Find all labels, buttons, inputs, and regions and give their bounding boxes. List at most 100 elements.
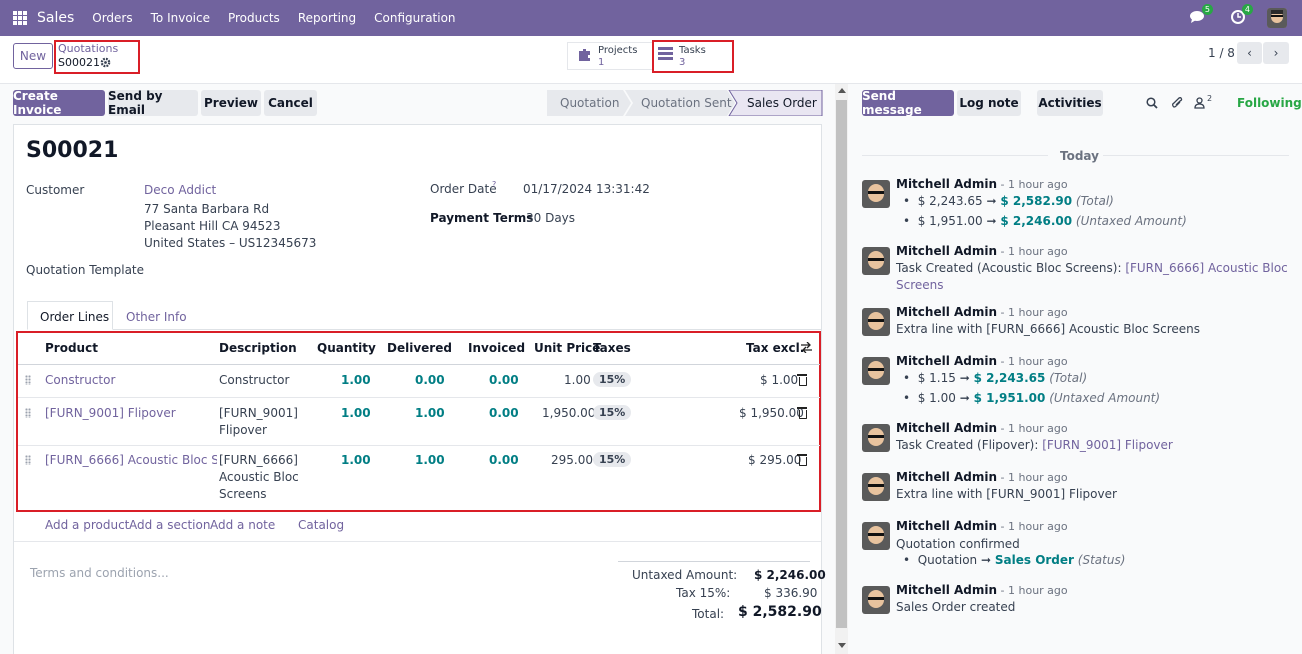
drag-handle-icon[interactable] — [25, 375, 31, 385]
row-description[interactable]: Constructor — [219, 373, 290, 387]
menu-configuration[interactable]: Configuration — [374, 11, 456, 25]
col-tax-excl[interactable]: Tax excl. — [746, 341, 805, 355]
row-quantity[interactable]: 1.00 — [341, 406, 371, 420]
drag-handle-icon[interactable] — [25, 455, 31, 465]
status-step-sent[interactable] — [625, 90, 735, 116]
avatar[interactable] — [862, 247, 890, 275]
task-link-continued[interactable]: Screens — [896, 278, 944, 292]
menu-reporting[interactable]: Reporting — [297, 11, 357, 25]
row-unit-price[interactable]: 1.00 — [564, 373, 591, 387]
customer-label: Customer — [26, 183, 85, 197]
user-avatar[interactable] — [1267, 8, 1287, 28]
row-unit-price[interactable]: 1,950.00 — [542, 406, 596, 420]
followers-icon[interactable] — [1194, 97, 1205, 109]
avatar[interactable] — [862, 180, 890, 208]
col-invoiced[interactable]: Invoiced — [468, 341, 526, 355]
message-author[interactable]: Mitchell Admin - 1 hour ago — [896, 177, 1068, 191]
message-author[interactable]: Mitchell Admin - 1 hour ago — [896, 244, 1068, 258]
row-tax-badge[interactable]: 15% — [593, 372, 632, 387]
row-product[interactable]: [FURN_9001] Flipover — [45, 406, 176, 420]
search-icon[interactable] — [1146, 97, 1158, 109]
task-link[interactable]: [FURN_6666] Acoustic Bloc — [1125, 261, 1288, 275]
delete-row-icon[interactable] — [797, 407, 807, 419]
col-product[interactable]: Product — [45, 341, 98, 355]
pager-value[interactable]: 1 / 8 — [1208, 46, 1235, 60]
optional-columns-icon[interactable] — [801, 342, 812, 353]
log-note-button[interactable]: Log note — [957, 90, 1021, 116]
tab-order-lines[interactable] — [27, 301, 113, 330]
message-author[interactable]: Mitchell Admin - 1 hour ago — [896, 470, 1068, 484]
breadcrumb-quotations[interactable]: Quotations — [58, 42, 119, 55]
gear-icon[interactable] — [100, 57, 111, 68]
customer-link[interactable]: Deco Addict — [144, 183, 217, 197]
message-author[interactable]: Mitchell Admin - 1 hour ago — [896, 305, 1068, 319]
row-quantity[interactable]: 1.00 — [341, 373, 371, 387]
add-product-link[interactable]: Add a product — [45, 518, 130, 532]
delete-row-icon[interactable] — [797, 374, 807, 386]
catalog-link[interactable]: Catalog — [298, 518, 345, 532]
create-invoice-button[interactable]: Create Invoice — [13, 89, 105, 117]
tasks-smart-button[interactable] — [654, 42, 732, 70]
col-quantity[interactable]: Quantity — [317, 341, 376, 355]
avatar[interactable] — [862, 522, 890, 550]
paperclip-icon[interactable] — [1171, 96, 1183, 109]
new-button[interactable]: New — [13, 43, 53, 69]
avatar[interactable] — [862, 308, 890, 336]
task-link[interactable]: [FURN_9001] Flipover — [1042, 438, 1173, 452]
pager-previous-button[interactable]: ‹ — [1237, 42, 1262, 64]
payment-terms-value[interactable]: 30 Days — [526, 211, 576, 225]
preview-button[interactable]: Preview — [201, 90, 261, 116]
message-author[interactable]: Mitchell Admin - 1 hour ago — [896, 519, 1068, 533]
avatar[interactable] — [862, 424, 890, 452]
col-description[interactable]: Description — [219, 341, 297, 355]
scroll-down-icon[interactable] — [838, 643, 846, 648]
menu-to-invoice[interactable]: To Invoice — [150, 11, 210, 25]
activities-button[interactable]: 4 — [1231, 3, 1253, 27]
add-section-link[interactable]: Add a section — [129, 518, 211, 532]
messages-button[interactable]: 5 — [1189, 3, 1213, 27]
following-button[interactable]: Following — [1237, 96, 1302, 110]
row-product[interactable]: Constructor — [45, 373, 116, 387]
send-message-button[interactable]: Send message — [862, 89, 954, 117]
status-step-quotation[interactable] — [547, 90, 631, 116]
message-author[interactable]: Mitchell Admin - 1 hour ago — [896, 421, 1068, 435]
row-product[interactable]: [FURN_6666] Acoustic Bloc Screen — [45, 453, 217, 467]
message-author[interactable]: Mitchell Admin - 1 hour ago — [896, 583, 1068, 597]
terms-conditions-field[interactable]: Terms and conditions... — [30, 566, 169, 580]
col-delivered[interactable]: Delivered — [387, 341, 452, 355]
col-taxes[interactable]: Taxes — [593, 341, 631, 355]
avatar[interactable] — [862, 357, 890, 385]
row-delivered[interactable]: 1.00 — [415, 453, 445, 467]
pager-next-button[interactable]: › — [1263, 42, 1289, 64]
activities-button[interactable]: Activities — [1037, 90, 1103, 116]
scroll-up-icon[interactable] — [838, 88, 846, 93]
row-description[interactable]: [FURN_6666] — [219, 453, 298, 467]
menu-orders[interactable]: Orders — [92, 11, 133, 25]
app-name[interactable]: Sales — [37, 10, 75, 26]
row-description[interactable]: [FURN_9001] — [219, 406, 298, 420]
cancel-button[interactable]: Cancel — [264, 90, 317, 116]
drag-handle-icon[interactable] — [25, 408, 31, 418]
send-by-email-button[interactable]: Send by Email — [108, 89, 198, 117]
row-delivered[interactable]: 1.00 — [415, 406, 445, 420]
row-invoiced: 0.00 — [489, 373, 519, 387]
scrollbar-thumb[interactable] — [836, 100, 847, 628]
arrow-right-icon: ➞ — [959, 371, 970, 385]
avatar[interactable] — [862, 586, 890, 614]
row-delivered[interactable]: 0.00 — [415, 373, 445, 387]
row-unit-price[interactable]: 295.00 — [551, 453, 593, 467]
avatar[interactable] — [862, 473, 890, 501]
col-unit-price[interactable]: Unit Price — [534, 341, 601, 355]
add-note-link[interactable]: Add a note — [210, 518, 276, 532]
delete-row-icon[interactable] — [797, 454, 807, 466]
order-date-help[interactable]: ? — [492, 180, 497, 189]
menu-products[interactable]: Products — [227, 11, 280, 25]
apps-menu-icon[interactable] — [13, 11, 27, 25]
row-tax-badge[interactable]: 15% — [593, 405, 632, 420]
row-tax-badge[interactable]: 15% — [593, 452, 632, 467]
order-date-value[interactable]: 01/17/2024 13:31:42 — [523, 182, 650, 196]
status-step-sales-order[interactable] — [728, 90, 823, 116]
tab-other-info[interactable]: Other Info — [126, 310, 187, 324]
row-quantity[interactable]: 1.00 — [341, 453, 371, 467]
message-author[interactable]: Mitchell Admin - 1 hour ago — [896, 354, 1068, 368]
